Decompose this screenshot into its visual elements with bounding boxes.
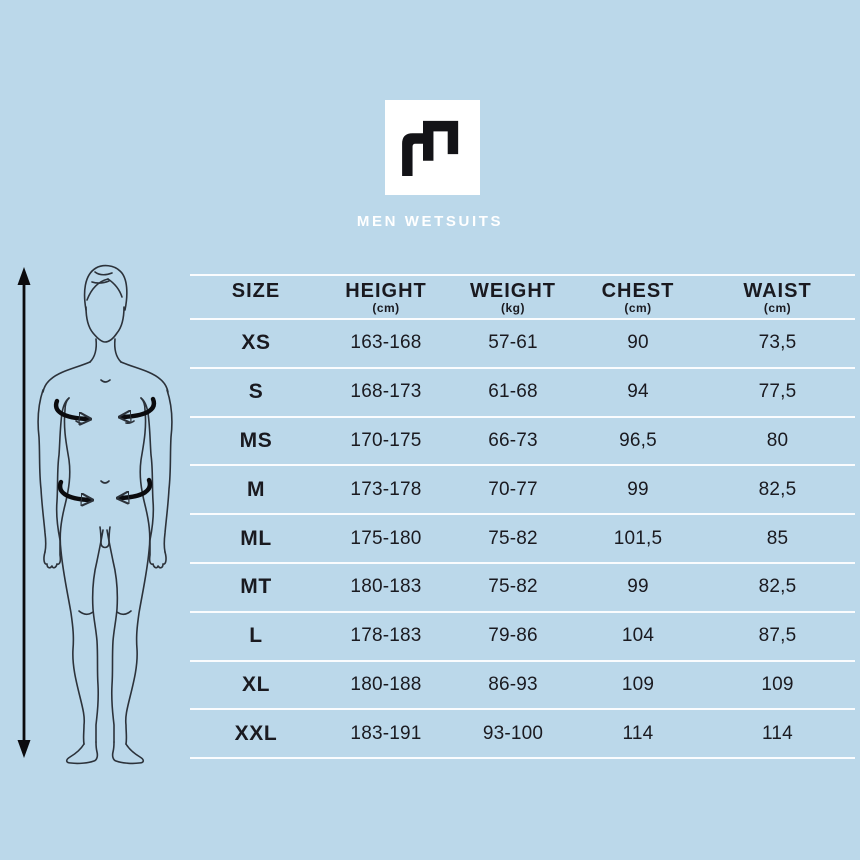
- weight-value: 75-82: [488, 527, 538, 549]
- col-header-weight: WEIGHT (kg): [450, 276, 576, 318]
- size-value: MS: [239, 428, 273, 452]
- table-row-ms: MS 170-175 66-73 96,5 80: [190, 418, 855, 467]
- chest-value: 104: [621, 625, 655, 647]
- chest-value: 96,5: [619, 429, 657, 451]
- weight-value: 79-86: [488, 625, 538, 647]
- body-measurement-illustration: [17, 264, 173, 765]
- height-value: 170-175: [350, 429, 422, 451]
- brand-subtitle: MEN WETSUITS: [356, 213, 504, 230]
- table-row-xs: XS 163-168 57-61 90 73,5: [190, 320, 855, 369]
- table-row-xxl: XXL 183-191 93-100 114 114: [190, 710, 855, 760]
- size-value: L: [249, 624, 263, 648]
- height-value: 183-191: [350, 722, 422, 744]
- chest-value: 99: [627, 478, 649, 500]
- waist-measure-arrows-icon: [57, 477, 153, 500]
- col-header-height: HEIGHT (cm): [322, 276, 450, 318]
- chest-value: 94: [627, 381, 649, 403]
- col-header-unit: (cm): [763, 301, 792, 315]
- weight-value: 70-77: [488, 478, 538, 500]
- chest-value: 90: [627, 332, 649, 354]
- col-header-unit: (cm): [372, 301, 400, 315]
- table-row-xl: XL 180-188 86-93 109 109: [190, 662, 855, 711]
- height-value: 175-180: [350, 527, 422, 549]
- chest-value: 114: [622, 722, 654, 744]
- col-header-label: WEIGHT: [470, 280, 556, 302]
- waist-value: 77,5: [758, 381, 797, 403]
- col-header-label: CHEST: [601, 280, 675, 302]
- size-value: XXL: [234, 721, 278, 745]
- table-row-l: L 178-183 79-86 104 87,5: [190, 613, 855, 662]
- col-header-size: SIZE: [190, 276, 322, 318]
- m-logo-icon: [402, 120, 459, 176]
- weight-value: 93-100: [482, 722, 544, 744]
- weight-value: 57-61: [488, 332, 538, 354]
- waist-value: 85: [766, 527, 789, 549]
- body-outline: [37, 264, 173, 765]
- col-header-unit: (cm): [624, 301, 652, 315]
- table-row-ml: ML 175-180 75-82 101,5 85: [190, 515, 855, 564]
- chest-value: 99: [627, 576, 649, 598]
- col-header-unit: (kg): [501, 301, 525, 315]
- waist-value: 73,5: [758, 332, 797, 354]
- chest-value: 101,5: [613, 527, 663, 549]
- size-table: SIZE HEIGHT (cm) WEIGHT (kg) CHEST (cm) …: [190, 274, 855, 760]
- col-header-label: WAIST: [743, 280, 812, 302]
- col-header-label: HEIGHT: [345, 280, 427, 302]
- waist-value: 82,5: [758, 478, 797, 500]
- size-value: XS: [241, 331, 271, 355]
- size-value: M: [246, 477, 266, 501]
- chest-measure-arrows-icon: [53, 396, 157, 419]
- height-value: 180-183: [350, 576, 422, 598]
- waist-value: 82,5: [758, 576, 797, 598]
- col-header-label: SIZE: [231, 280, 281, 302]
- size-value: XL: [241, 672, 271, 696]
- waist-value: 87,5: [758, 625, 797, 647]
- waist-value: 114: [762, 722, 793, 744]
- weight-value: 75-82: [488, 576, 538, 598]
- weight-value: 61-68: [488, 381, 538, 403]
- brand-logo: [385, 100, 480, 195]
- size-value: MT: [240, 575, 272, 599]
- height-arrow-icon: [17, 267, 31, 758]
- size-value: ML: [240, 526, 272, 550]
- col-header-chest: CHEST (cm): [576, 276, 700, 318]
- weight-value: 86-93: [488, 673, 538, 695]
- table-header-row: SIZE HEIGHT (cm) WEIGHT (kg) CHEST (cm) …: [190, 276, 855, 320]
- height-value: 178-183: [350, 625, 422, 647]
- size-value: S: [248, 380, 264, 404]
- chest-value: 109: [621, 673, 655, 695]
- table-row-m: M 173-178 70-77 99 82,5: [190, 466, 855, 516]
- table-row-mt: MT 180-183 75-82 99 82,5: [190, 564, 855, 613]
- height-value: 173-178: [350, 478, 422, 500]
- table-row-s: S 168-173 61-68 94 77,5: [190, 369, 855, 418]
- height-value: 168-173: [350, 381, 422, 403]
- height-value: 163-168: [350, 332, 422, 354]
- height-value: 180-188: [350, 673, 422, 695]
- col-header-waist: WAIST (cm): [700, 276, 855, 318]
- weight-value: 66-73: [488, 429, 538, 451]
- waist-value: 80: [766, 429, 789, 451]
- waist-value: 109: [761, 673, 794, 695]
